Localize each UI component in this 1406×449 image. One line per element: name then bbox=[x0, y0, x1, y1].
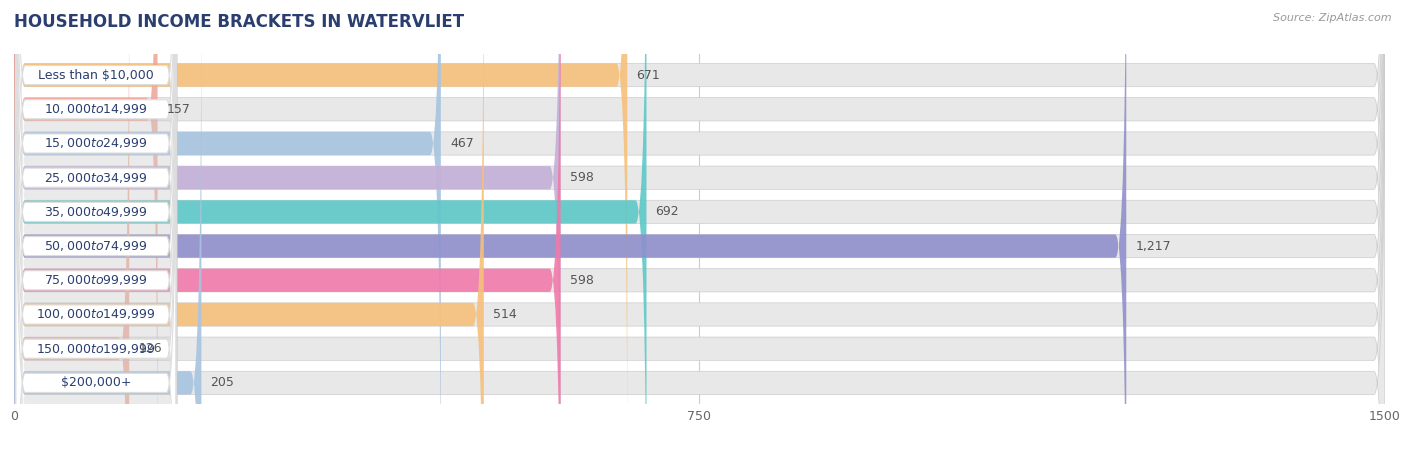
Text: $35,000 to $49,999: $35,000 to $49,999 bbox=[44, 205, 148, 219]
FancyBboxPatch shape bbox=[14, 0, 441, 449]
FancyBboxPatch shape bbox=[17, 0, 177, 449]
Text: 692: 692 bbox=[655, 205, 679, 218]
FancyBboxPatch shape bbox=[17, 67, 177, 449]
FancyBboxPatch shape bbox=[14, 0, 1385, 449]
FancyBboxPatch shape bbox=[14, 0, 1385, 449]
Text: 514: 514 bbox=[494, 308, 516, 321]
FancyBboxPatch shape bbox=[17, 0, 177, 449]
FancyBboxPatch shape bbox=[14, 0, 1385, 449]
FancyBboxPatch shape bbox=[17, 0, 177, 449]
FancyBboxPatch shape bbox=[14, 0, 1385, 449]
FancyBboxPatch shape bbox=[14, 0, 1385, 449]
FancyBboxPatch shape bbox=[15, 0, 176, 442]
Text: 467: 467 bbox=[450, 137, 474, 150]
FancyBboxPatch shape bbox=[15, 0, 176, 408]
Text: $25,000 to $34,999: $25,000 to $34,999 bbox=[44, 171, 148, 185]
Text: Less than $10,000: Less than $10,000 bbox=[38, 69, 153, 82]
Text: 1,217: 1,217 bbox=[1136, 240, 1171, 253]
FancyBboxPatch shape bbox=[14, 0, 1385, 449]
Text: $10,000 to $14,999: $10,000 to $14,999 bbox=[44, 102, 148, 116]
FancyBboxPatch shape bbox=[17, 0, 177, 449]
Text: 598: 598 bbox=[569, 171, 593, 184]
FancyBboxPatch shape bbox=[15, 50, 176, 449]
FancyBboxPatch shape bbox=[15, 0, 176, 449]
FancyBboxPatch shape bbox=[14, 0, 1385, 449]
FancyBboxPatch shape bbox=[14, 0, 627, 449]
FancyBboxPatch shape bbox=[14, 0, 647, 449]
Text: HOUSEHOLD INCOME BRACKETS IN WATERVLIET: HOUSEHOLD INCOME BRACKETS IN WATERVLIET bbox=[14, 13, 464, 31]
FancyBboxPatch shape bbox=[15, 16, 176, 449]
FancyBboxPatch shape bbox=[17, 0, 177, 449]
FancyBboxPatch shape bbox=[17, 33, 177, 449]
FancyBboxPatch shape bbox=[14, 0, 561, 449]
FancyBboxPatch shape bbox=[14, 0, 201, 449]
FancyBboxPatch shape bbox=[15, 0, 176, 449]
Text: 157: 157 bbox=[167, 103, 191, 116]
FancyBboxPatch shape bbox=[17, 0, 177, 449]
Text: 205: 205 bbox=[211, 376, 235, 389]
FancyBboxPatch shape bbox=[14, 0, 1385, 449]
Text: 671: 671 bbox=[637, 69, 661, 82]
FancyBboxPatch shape bbox=[14, 0, 157, 449]
Text: 598: 598 bbox=[569, 274, 593, 287]
FancyBboxPatch shape bbox=[14, 0, 561, 449]
FancyBboxPatch shape bbox=[17, 0, 177, 449]
Text: $50,000 to $74,999: $50,000 to $74,999 bbox=[44, 239, 148, 253]
FancyBboxPatch shape bbox=[15, 0, 176, 449]
FancyBboxPatch shape bbox=[14, 0, 484, 449]
Text: $150,000 to $199,999: $150,000 to $199,999 bbox=[37, 342, 156, 356]
FancyBboxPatch shape bbox=[14, 0, 129, 449]
FancyBboxPatch shape bbox=[15, 0, 176, 449]
FancyBboxPatch shape bbox=[14, 0, 1385, 449]
FancyBboxPatch shape bbox=[17, 102, 177, 449]
FancyBboxPatch shape bbox=[14, 0, 1126, 449]
Text: $15,000 to $24,999: $15,000 to $24,999 bbox=[44, 136, 148, 150]
FancyBboxPatch shape bbox=[14, 0, 1385, 449]
Text: $200,000+: $200,000+ bbox=[60, 376, 131, 389]
FancyBboxPatch shape bbox=[15, 0, 176, 449]
Text: $75,000 to $99,999: $75,000 to $99,999 bbox=[44, 273, 148, 287]
FancyBboxPatch shape bbox=[15, 0, 176, 449]
Text: Source: ZipAtlas.com: Source: ZipAtlas.com bbox=[1274, 13, 1392, 23]
Text: 126: 126 bbox=[138, 342, 162, 355]
Text: $100,000 to $149,999: $100,000 to $149,999 bbox=[37, 308, 156, 321]
